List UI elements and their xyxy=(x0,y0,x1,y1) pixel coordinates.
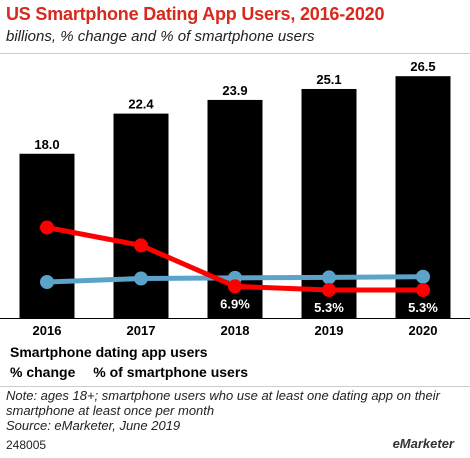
bar-label-2017: 22.4 xyxy=(128,97,154,112)
point-share-2019 xyxy=(322,270,336,285)
point-change-2018 xyxy=(228,279,242,294)
x-tick-label-2016: 2016 xyxy=(33,323,62,338)
chart-id: 248005 xyxy=(6,438,47,452)
bar-label-2016: 18.0 xyxy=(34,137,59,152)
x-tick-label-2017: 2017 xyxy=(127,323,156,338)
point-share-2017 xyxy=(134,271,148,286)
point-label-share-2020: 11.1% xyxy=(405,251,442,266)
bar-label-2020: 26.5 xyxy=(410,59,435,74)
point-label-change-2020: 5.3% xyxy=(408,300,438,315)
brand-logo: eMarketer xyxy=(392,436,454,451)
point-change-2020 xyxy=(416,283,430,298)
x-tick-label-2019: 2019 xyxy=(315,323,344,338)
combo-chart: 18.0 22.4 23.9 25.1 26.5 2016 2017 2018 2019 2020… xyxy=(0,59,470,338)
point-label-change-2019: 5.3% xyxy=(314,300,344,315)
point-label-share-2019: 10.8% xyxy=(311,251,348,266)
divider-top xyxy=(0,53,470,54)
bar-2016 xyxy=(19,153,75,318)
point-share-2016 xyxy=(40,275,54,289)
legend-label-bars: Smartphone dating app users xyxy=(10,344,208,360)
legend-label-share: % of smartphone users xyxy=(93,364,249,380)
legend-label-change: % change xyxy=(10,364,76,380)
point-share-2020 xyxy=(416,269,430,284)
legend-item-lines: % change % of smartphone users xyxy=(10,364,248,380)
point-label-change-2016: 32.5% xyxy=(29,201,66,216)
point-label-change-2017: 24.7% xyxy=(123,219,160,234)
bar-2017 xyxy=(113,113,169,318)
legend-item-bars: Smartphone dating app users xyxy=(10,344,208,360)
bar-label-2018: 23.9 xyxy=(222,83,247,98)
point-label-share-2018: 10.6% xyxy=(217,252,254,267)
bar-label-2019: 25.1 xyxy=(316,72,341,87)
x-tick-label-2018: 2018 xyxy=(221,323,250,338)
note-text: Note: ages 18+; smartphone users who use… xyxy=(6,388,440,418)
point-change-2019 xyxy=(322,283,336,298)
point-label-share-2016: 8.8% xyxy=(32,256,62,271)
x-tick-label-2020: 2020 xyxy=(409,323,438,338)
point-label-share-2017: 10.3% xyxy=(123,253,160,268)
point-change-2016 xyxy=(40,220,54,235)
chart-subtitle: billions, % change and % of smartphone u… xyxy=(6,28,315,45)
source-text: Source: eMarketer, June 2019 xyxy=(6,418,181,433)
chart-title: US Smartphone Dating App Users, 2016-202… xyxy=(6,4,385,24)
point-label-change-2018: 6.9% xyxy=(220,296,250,311)
chart-note: Note: ages 18+; smartphone users who use… xyxy=(6,388,466,433)
divider-mid xyxy=(0,386,470,387)
point-change-2017 xyxy=(134,238,148,253)
